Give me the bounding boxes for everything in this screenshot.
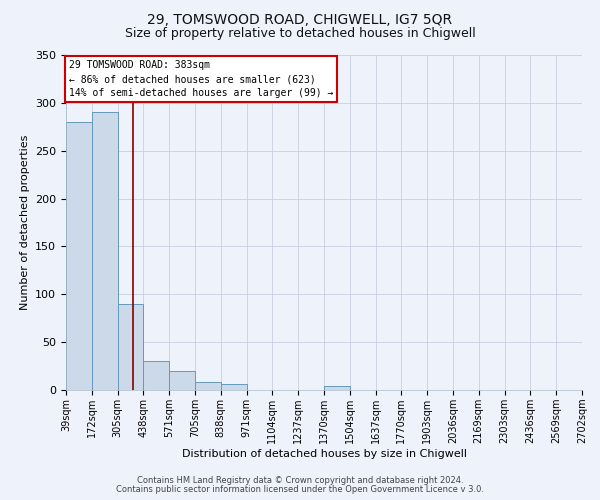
Text: Contains public sector information licensed under the Open Government Licence v : Contains public sector information licen… (116, 485, 484, 494)
Bar (169, 371, 195, 390)
Bar (92, 112, 118, 390)
Bar (118, 304, 143, 390)
Text: 29 TOMSWOOD ROAD: 383sqm
← 86% of detached houses are smaller (623)
14% of semi-: 29 TOMSWOOD ROAD: 383sqm ← 86% of detach… (68, 60, 333, 98)
Y-axis label: Number of detached properties: Number of detached properties (20, 135, 29, 310)
Bar (143, 362, 169, 390)
Text: Size of property relative to detached houses in Chigwell: Size of property relative to detached ho… (125, 28, 475, 40)
Text: 29, TOMSWOOD ROAD, CHIGWELL, IG7 5QR: 29, TOMSWOOD ROAD, CHIGWELL, IG7 5QR (148, 12, 452, 26)
X-axis label: Distribution of detached houses by size in Chigwell: Distribution of detached houses by size … (182, 449, 467, 459)
Bar (324, 386, 350, 390)
Text: Contains HM Land Registry data © Crown copyright and database right 2024.: Contains HM Land Registry data © Crown c… (137, 476, 463, 485)
Bar (221, 384, 247, 390)
Bar (195, 382, 221, 390)
Bar (582, 388, 600, 390)
Bar (66, 122, 92, 390)
